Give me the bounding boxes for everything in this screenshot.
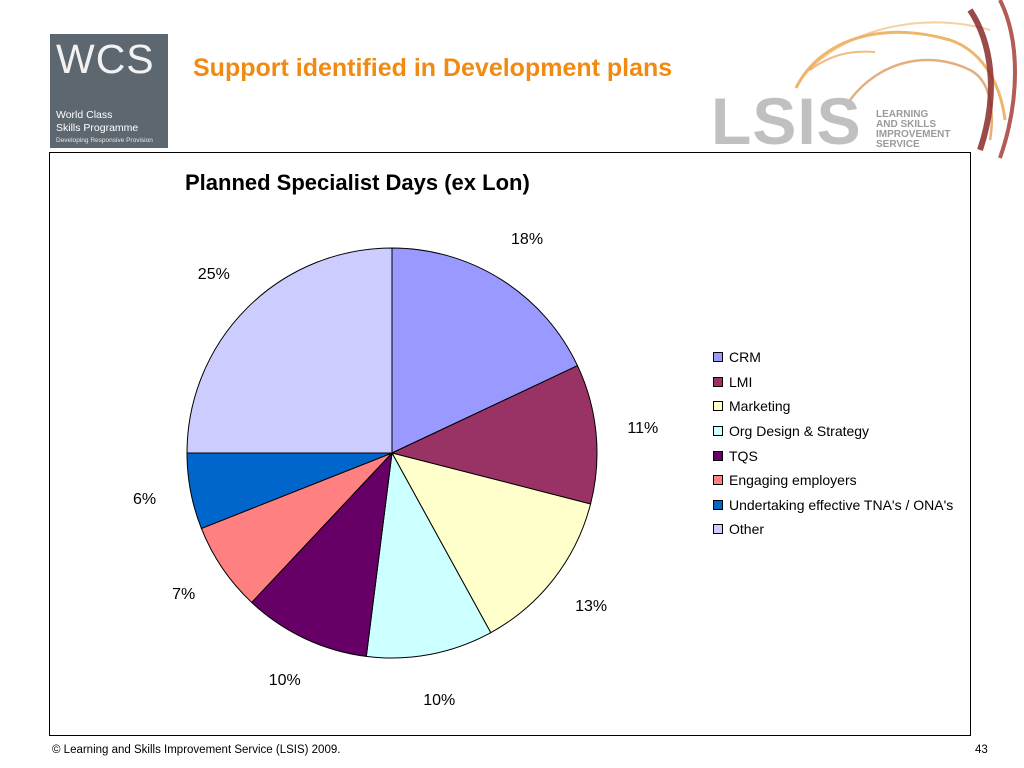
pie-label: 10% xyxy=(423,691,456,709)
pie-slice-other xyxy=(186,247,393,454)
legend-label: LMI xyxy=(729,373,753,390)
pie-slice-crm xyxy=(391,247,579,454)
pie-label: 18% xyxy=(511,231,544,249)
legend-item: Other xyxy=(713,517,953,542)
pie-label: 6% xyxy=(132,491,157,509)
pie-slice-lmi xyxy=(390,365,598,505)
lsis-logo-wordmark: LSIS xyxy=(711,84,862,158)
lsis-tagline-line2: AND SKILLS xyxy=(876,119,936,130)
legend-label: Marketing xyxy=(729,398,791,415)
pie-slice-org-design-strategy xyxy=(365,451,492,659)
legend-label: Engaging employers xyxy=(729,472,857,489)
legend-swatch xyxy=(713,426,723,437)
legend-swatch xyxy=(713,499,723,510)
legend-label: Org Design & Strategy xyxy=(729,423,870,440)
pie-label: 11% xyxy=(627,420,659,438)
pie-label: 10% xyxy=(268,672,301,690)
legend-item: Marketing xyxy=(713,394,953,419)
chart-title: Planned Specialist Days (ex Lon) xyxy=(185,170,530,195)
legend-item: LMI xyxy=(713,370,953,395)
lsis-swirl-graphic xyxy=(794,0,1017,159)
legend-label: Other xyxy=(729,521,765,538)
legend-label: TQS xyxy=(729,447,758,464)
legend-label: Undertaking effective TNA's / ONA's xyxy=(729,496,954,513)
legend-item: CRM xyxy=(713,345,953,370)
legend-swatch xyxy=(713,352,723,363)
chart-legend: CRM LMI Marketing Org Design & Strategy TQS E… xyxy=(713,345,953,542)
lsis-tagline-line3: IMPROVEMENT xyxy=(876,129,951,140)
page-number: 43 xyxy=(975,744,988,756)
pie-slice-marketing xyxy=(391,452,592,634)
legend-item: Org Design & Strategy xyxy=(713,419,953,444)
legend-swatch xyxy=(713,475,723,486)
legend-swatch xyxy=(713,524,723,535)
lsis-tagline-line4: SERVICE xyxy=(876,139,920,150)
wcs-logo-line2: Skills Programme xyxy=(56,122,139,134)
pie-slice-tqs xyxy=(250,451,393,657)
wcs-logo: WCS World Class Skills Programme Develop… xyxy=(50,34,168,148)
wcs-logo-line1: World Class xyxy=(56,109,113,121)
wcs-logo-line3: Developing Responsive Provision xyxy=(56,137,153,144)
legend-item: TQS xyxy=(713,443,953,468)
legend-label: CRM xyxy=(729,349,761,366)
pie-label: 13% xyxy=(575,598,608,616)
legend-item: Undertaking effective TNA's / ONA's xyxy=(713,493,953,518)
lsis-tagline-line1: LEARNING xyxy=(876,109,929,120)
footer-copyright: © Learning and Skills Improvement Servic… xyxy=(52,744,341,756)
legend-swatch xyxy=(713,450,723,461)
legend-item: Engaging employers xyxy=(713,468,953,493)
legend-swatch xyxy=(713,376,723,387)
pie-label: 7% xyxy=(172,585,196,603)
pie-label: 25% xyxy=(197,265,230,283)
legend-swatch xyxy=(713,401,723,412)
slide-title: Support identified in Development plans xyxy=(193,54,673,82)
wcs-logo-letters: WCS xyxy=(56,36,155,82)
lsis-logo-tagline: LEARNING AND SKILLS IMPROVEMENT SERVICE xyxy=(876,110,950,150)
